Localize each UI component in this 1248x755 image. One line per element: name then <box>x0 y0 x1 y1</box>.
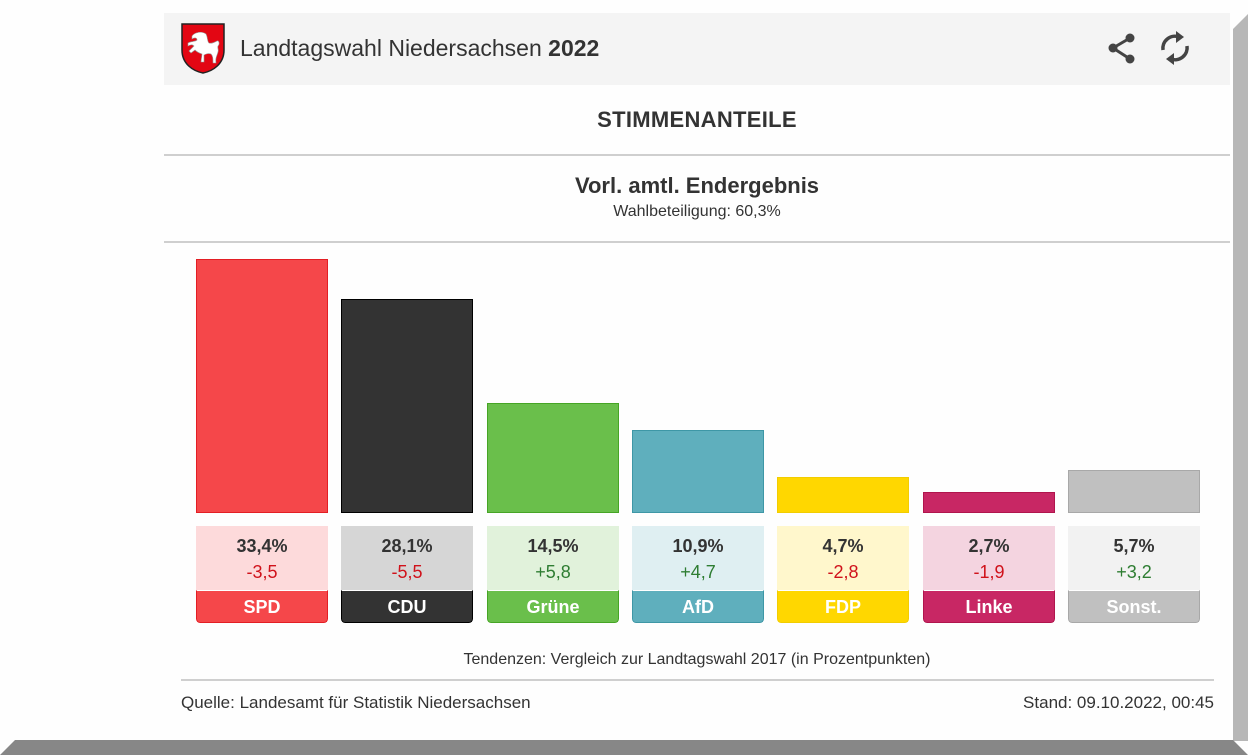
change-label: -5,5 <box>391 562 423 582</box>
change-label: +5,8 <box>535 562 571 582</box>
turnout-label: Wahlbeteiligung: 60,3% <box>613 203 781 220</box>
bar-fdp <box>777 477 909 513</box>
change-label: -2,8 <box>827 562 859 582</box>
party-card-spd: 33,4% -3,5 SPD <box>196 526 328 623</box>
bar-spd <box>196 259 328 513</box>
page-shadow-bottom <box>0 740 1248 755</box>
change-label: +3,2 <box>1116 562 1152 582</box>
lower-saxony-coat-of-arms-icon <box>181 23 225 74</box>
refresh-icon <box>1161 31 1189 65</box>
party-label: AfD <box>632 590 764 623</box>
title-text: Landtagswahl Niedersachsen <box>240 35 542 61</box>
bar-afd <box>632 430 764 513</box>
party-card-cdu: 28,1% -5,5 CDU <box>341 526 473 623</box>
party-label: SPD <box>196 590 328 623</box>
party-card-linke: 2,7% -1,9 Linke <box>923 526 1055 623</box>
result-status: Vorl. amtl. Endergebnis <box>574 173 820 198</box>
party-card-sonst: 5,7% +3,2 Sonst. <box>1068 526 1200 623</box>
change-label: +4,7 <box>680 562 716 582</box>
party-card-afd: 10,9% +4,7 AfD <box>632 526 764 623</box>
footer-divider <box>181 679 1214 681</box>
value-label: 10,9% <box>672 536 724 556</box>
party-label: FDP <box>777 590 909 623</box>
bar-cdu <box>341 299 473 513</box>
widget-header: Landtagswahl Niedersachsen 2022 <box>164 13 1230 85</box>
value-label: 14,5% <box>527 536 579 556</box>
section-title: STIMMENANTEILE <box>597 107 797 132</box>
title-year: 2022 <box>548 35 600 61</box>
divider <box>164 241 1230 243</box>
vote-share-chart: 33,4% -3,5 SPD 28,1% -5,5 CDU 14,5% +5,8 Grüne 10… <box>164 13 1230 740</box>
change-label: -3,5 <box>246 562 278 582</box>
change-label: -1,9 <box>973 562 1005 582</box>
refresh-button[interactable] <box>1157 30 1193 66</box>
value-label: 33,4% <box>236 536 288 556</box>
bar-sonst <box>1068 470 1200 513</box>
value-label: 5,7% <box>1113 536 1155 556</box>
share-icon <box>1108 33 1135 64</box>
source-label: Quelle: Landesamt für Statistik Niedersa… <box>181 693 531 712</box>
share-button[interactable] <box>1104 30 1140 66</box>
party-label: CDU <box>341 590 473 623</box>
bar-grüne <box>487 403 619 513</box>
party-label: Grüne <box>487 590 619 623</box>
trend-footnote: Tendenzen: Vergleich zur Landtagswahl 20… <box>463 651 931 668</box>
bar-linke <box>923 492 1055 513</box>
party-card-fdp: 4,7% -2,8 FDP <box>777 526 909 623</box>
page-shadow-right <box>1233 14 1248 741</box>
party-card-grüne: 14,5% +5,8 Grüne <box>487 526 619 623</box>
party-label: Linke <box>923 590 1055 623</box>
value-label: 28,1% <box>381 536 433 556</box>
divider <box>164 154 1230 156</box>
value-label: 2,7% <box>968 536 1010 556</box>
election-widget: Landtagswahl Niedersachsen 2022 STIMMENA… <box>164 13 1230 740</box>
timestamp-label: Stand: 09.10.2022, 00:45 <box>1023 693 1214 712</box>
app-title: Landtagswahl Niedersachsen 2022 <box>240 35 599 62</box>
party-label: Sonst. <box>1068 590 1200 623</box>
value-label: 4,7% <box>822 536 864 556</box>
